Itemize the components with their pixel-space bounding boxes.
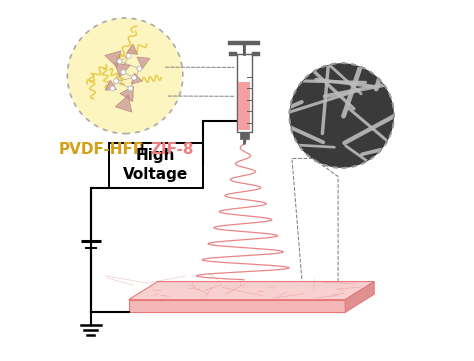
FancyBboxPatch shape xyxy=(237,54,252,132)
Circle shape xyxy=(289,63,394,168)
Polygon shape xyxy=(105,80,117,90)
Circle shape xyxy=(290,64,393,167)
FancyBboxPatch shape xyxy=(109,143,203,188)
Polygon shape xyxy=(137,57,150,69)
Polygon shape xyxy=(345,282,374,312)
FancyBboxPatch shape xyxy=(238,82,250,130)
FancyBboxPatch shape xyxy=(239,132,249,139)
Polygon shape xyxy=(129,300,345,312)
Text: High
Voltage: High Voltage xyxy=(123,148,188,182)
FancyBboxPatch shape xyxy=(228,41,261,45)
Circle shape xyxy=(126,53,131,58)
Circle shape xyxy=(137,66,142,71)
Circle shape xyxy=(128,86,133,91)
Text: PVDF-HFP: PVDF-HFP xyxy=(58,142,144,157)
Circle shape xyxy=(121,70,126,75)
Polygon shape xyxy=(115,63,130,78)
Circle shape xyxy=(110,86,115,91)
FancyBboxPatch shape xyxy=(228,52,237,56)
Polygon shape xyxy=(115,95,132,112)
Polygon shape xyxy=(129,282,374,300)
Polygon shape xyxy=(105,51,121,67)
FancyBboxPatch shape xyxy=(252,52,260,56)
Circle shape xyxy=(132,75,137,80)
Circle shape xyxy=(114,79,118,84)
Circle shape xyxy=(67,18,183,134)
Text: +: + xyxy=(135,142,148,157)
Circle shape xyxy=(117,59,122,64)
Text: ZIF-8: ZIF-8 xyxy=(150,142,194,157)
Polygon shape xyxy=(127,44,137,54)
Polygon shape xyxy=(131,73,142,84)
Polygon shape xyxy=(120,86,134,102)
